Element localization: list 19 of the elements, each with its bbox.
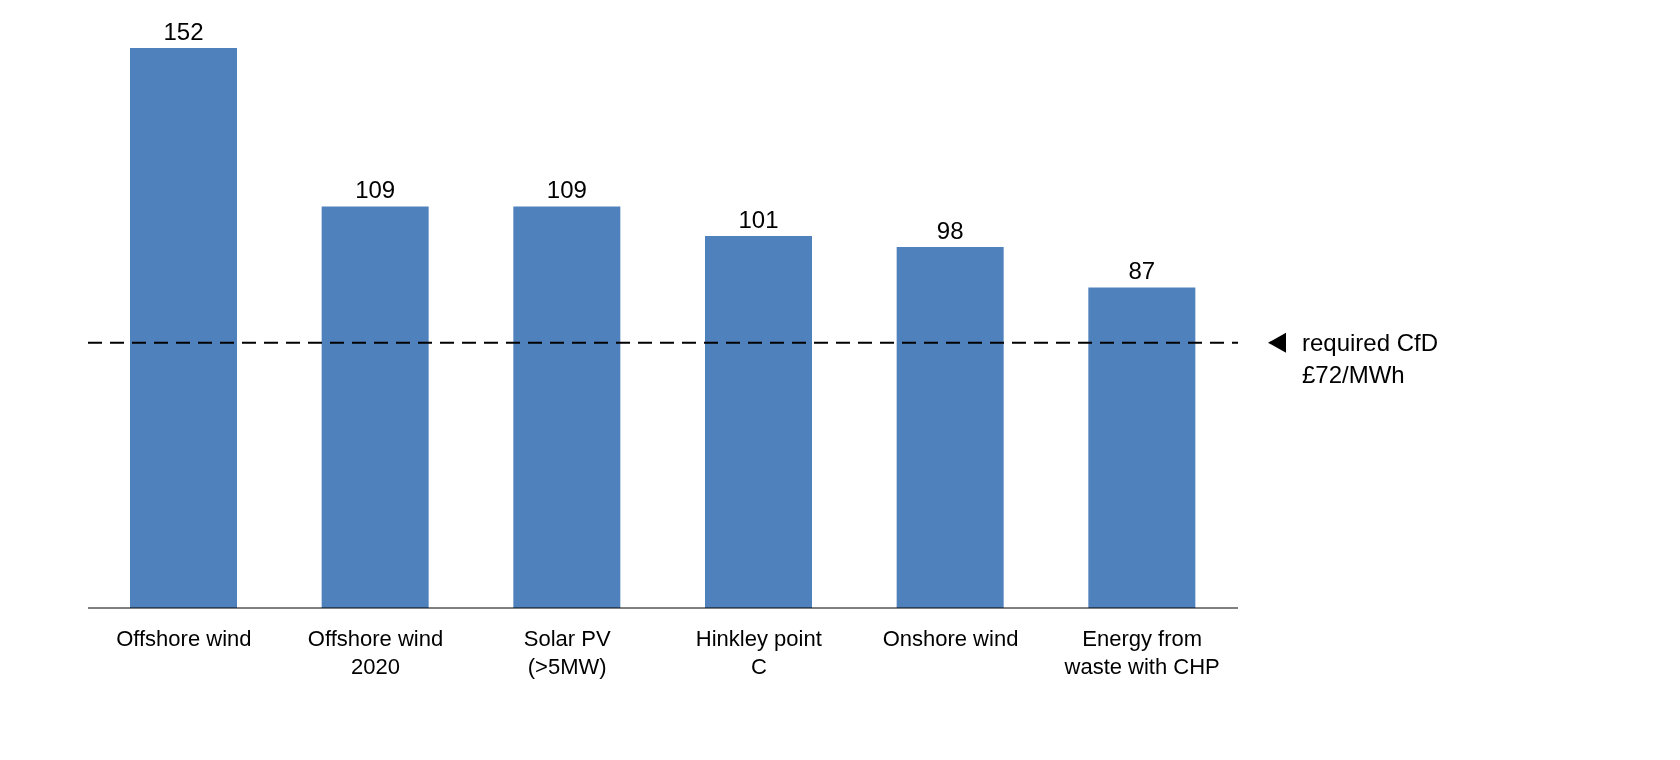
data-label: 98 bbox=[936, 216, 964, 244]
bar bbox=[896, 246, 1004, 608]
x-tick-label: Onshore wind bbox=[882, 626, 1019, 651]
data-label: 109 bbox=[546, 176, 587, 204]
x-tick-label: Offshore wind 2020 bbox=[307, 626, 444, 679]
bar bbox=[1088, 287, 1196, 608]
bar bbox=[513, 206, 621, 608]
x-tick-label: Hinkley point C bbox=[695, 626, 822, 679]
data-label: 101 bbox=[738, 205, 779, 233]
data-label: 87 bbox=[1128, 257, 1156, 285]
ref-line-label: required CfD £72/MWh bbox=[1302, 328, 1439, 388]
x-tick-label: Offshore wind bbox=[116, 626, 252, 651]
x-tick-label: Energy from waste with CHP bbox=[1063, 626, 1220, 679]
bar bbox=[705, 235, 812, 608]
x-tick-label: Solar PV (>5MW) bbox=[523, 626, 611, 679]
data-label: 109 bbox=[355, 176, 396, 204]
bar bbox=[130, 48, 237, 608]
data-label: 152 bbox=[163, 18, 204, 45]
bar bbox=[321, 206, 429, 608]
